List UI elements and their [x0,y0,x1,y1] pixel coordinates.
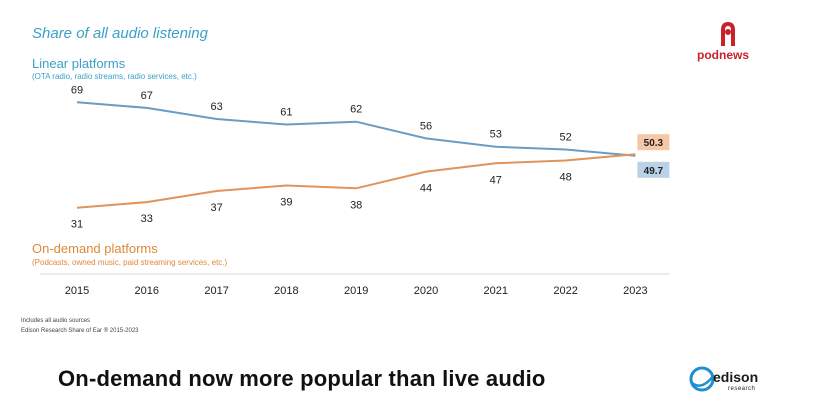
data-label: 69 [71,84,83,96]
data-label: 61 [280,107,292,119]
data-label: 52 [559,131,571,143]
x-tick-label: 2017 [204,285,228,297]
x-tick-label: 2023 [623,285,647,297]
data-label: 38 [350,199,362,211]
linear-series-line [76,101,636,157]
x-tick-label: 2016 [135,285,159,297]
footnote-sources: Includes all audio sources [21,318,91,324]
edison-logo-icon [689,366,715,392]
x-tick-label: 2015 [65,285,89,297]
ondemand-series-line [76,153,636,209]
data-label: 48 [559,172,571,184]
x-tick-label: 2022 [553,285,577,297]
data-label: 49.7 [644,166,664,177]
x-tick-label: 2019 [344,285,368,297]
data-label: 44 [420,183,432,195]
linear-series-subtitle: (OTA radio, radio streams, radio service… [32,72,197,81]
x-tick-label: 2020 [414,285,438,297]
linear-end-badge [637,161,670,178]
data-label: 39 [280,197,292,209]
headline: On-demand now more popular than live aud… [58,366,546,391]
data-label: 63 [210,101,222,113]
linear-series-title: Linear platforms [32,56,126,71]
ondemand-series-subtitle: (Podcasts, owned music, paid streaming s… [32,258,228,267]
edison-wordmark-sub: research [728,386,756,392]
data-label: 53 [490,129,502,141]
podnews-wordmark: podnews [697,48,750,62]
footnote-credit: Edison Research Share of Ear ® 2015-2023 [21,328,139,334]
x-tick-label: 2018 [274,285,298,297]
data-label: 33 [141,213,153,225]
data-label: 62 [350,104,362,116]
podnews-logo-icon [721,22,735,46]
data-label: 31 [71,219,83,231]
data-label: 37 [210,202,222,214]
data-label: 56 [420,120,432,132]
chart-title: Share of all audio listening [32,25,208,42]
data-label: 67 [141,90,153,102]
data-label: 47 [490,174,502,186]
ondemand-end-badge [637,134,670,151]
ondemand-series-title: On-demand platforms [32,241,158,256]
x-tick-label: 2021 [484,285,508,297]
data-label: 50.3 [644,138,664,149]
edison-wordmark: edison [713,369,759,385]
